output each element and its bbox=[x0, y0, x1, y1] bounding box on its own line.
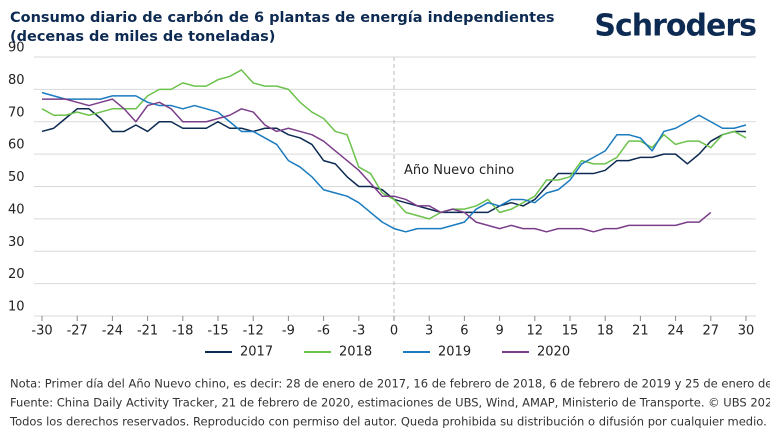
logo: Schroders bbox=[594, 9, 756, 44]
x-tick-label: -18 bbox=[172, 324, 193, 339]
chart-title: Consumo diario de carbón de 6 plantas de… bbox=[10, 10, 555, 26]
x-tick-label: 6 bbox=[460, 324, 468, 339]
footnote: Todos los derechos reservados. Reproduci… bbox=[9, 415, 767, 429]
x-tick-label: 27 bbox=[703, 324, 720, 339]
x-tick-label: -6 bbox=[317, 324, 330, 339]
x-tick-label: -9 bbox=[282, 324, 295, 339]
legend-label: 2020 bbox=[537, 345, 570, 360]
x-tick-label: -21 bbox=[137, 324, 158, 339]
x-tick-label: 3 bbox=[425, 324, 433, 339]
y-tick-label: 60 bbox=[8, 138, 25, 153]
legend-label: 2019 bbox=[438, 345, 471, 360]
legend-label: 2018 bbox=[339, 345, 372, 360]
series-line bbox=[41, 91, 747, 233]
x-tick-label: 0 bbox=[390, 324, 398, 339]
y-tick-label: 20 bbox=[8, 267, 25, 282]
footnote: Nota: Primer día del Año Nuevo chino, es… bbox=[10, 377, 770, 391]
x-tick-label: 18 bbox=[597, 324, 614, 339]
annotation-text: Año Nuevo chino bbox=[404, 163, 514, 178]
x-tick-label: -15 bbox=[207, 324, 228, 339]
footnote: Fuente: China Daily Activity Tracker, 21… bbox=[10, 396, 770, 410]
series-line bbox=[41, 69, 747, 220]
x-tick-label: -27 bbox=[67, 324, 88, 339]
y-tick-label: 70 bbox=[8, 105, 25, 120]
x-tick-label: 21 bbox=[632, 324, 649, 339]
x-tick-label: -3 bbox=[352, 324, 365, 339]
x-tick-label: 30 bbox=[738, 324, 755, 339]
y-tick-label: 50 bbox=[8, 170, 25, 185]
y-tick-label: 10 bbox=[8, 300, 25, 315]
chart-subtitle: (decenas de miles de toneladas) bbox=[10, 29, 275, 45]
x-tick-label: 24 bbox=[667, 324, 684, 339]
x-tick-label: 9 bbox=[495, 324, 503, 339]
x-tick-label: 15 bbox=[562, 324, 579, 339]
x-tick-label: -12 bbox=[243, 324, 264, 339]
x-tick-label: -30 bbox=[31, 324, 52, 339]
legend-label: 2017 bbox=[240, 345, 273, 360]
y-tick-label: 90 bbox=[8, 41, 25, 56]
y-tick-label: 40 bbox=[8, 202, 25, 217]
x-tick-label: 12 bbox=[527, 324, 544, 339]
y-tick-label: 80 bbox=[8, 73, 25, 88]
y-tick-label: 30 bbox=[8, 235, 25, 250]
series-line bbox=[42, 98, 712, 233]
x-tick-label: -24 bbox=[102, 324, 123, 339]
